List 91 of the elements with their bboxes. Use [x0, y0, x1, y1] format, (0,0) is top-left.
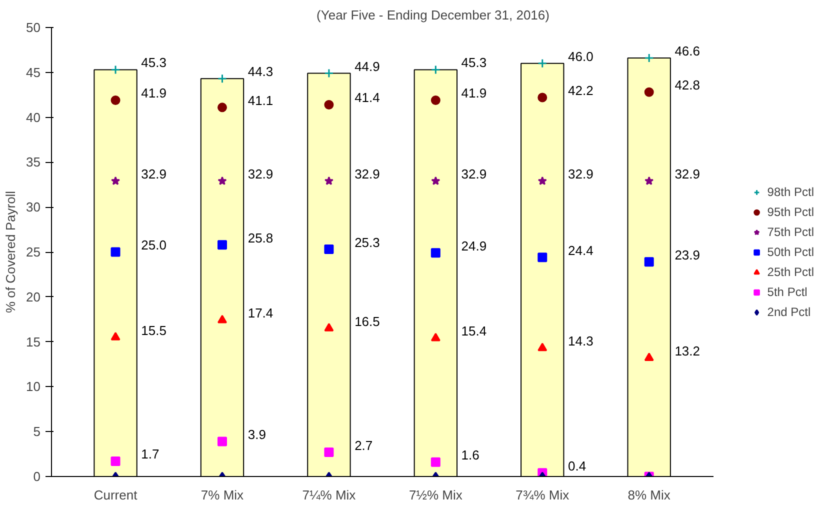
y-tick-label: 20 [26, 289, 41, 304]
y-tick-label: 30 [26, 200, 41, 215]
legend-label: 95th Pctl [767, 204, 814, 218]
point [110, 247, 120, 257]
point [324, 322, 334, 332]
x-tick-label: 7¾% Mix [516, 488, 570, 502]
point [644, 257, 654, 267]
y-tick-label: 10 [26, 379, 41, 394]
data-label: 0.4 [568, 458, 586, 474]
data-label: 41.4 [354, 90, 380, 106]
data-label: 46.0 [568, 48, 594, 64]
data-label: 41.9 [141, 86, 166, 101]
point [217, 314, 227, 324]
data-label: 23.9 [674, 247, 700, 262]
data-label: 15.5 [141, 322, 166, 338]
point [110, 64, 120, 74]
data-label: 42.2 [568, 83, 594, 98]
point [324, 68, 334, 78]
data-label: 45.3 [461, 55, 487, 70]
y-tick-label: 5 [33, 424, 41, 440]
point [538, 176, 547, 186]
y-tick-label: 40 [26, 110, 41, 125]
legend-label: 75th Pctl [767, 224, 814, 238]
legend-label: 25th Pctl [767, 264, 814, 278]
legend-label: 50th Pctl [767, 244, 814, 258]
data-label: 24.9 [461, 238, 487, 254]
point [538, 252, 548, 262]
data-label: 14.3 [568, 334, 594, 349]
y-tick-label: 50 [26, 20, 41, 35]
point [110, 176, 120, 186]
point [431, 176, 440, 186]
x-tick-label: 7% Mix [200, 488, 244, 502]
point [324, 176, 334, 186]
y-tick-label: 25 [26, 244, 41, 260]
data-label: 44.9 [354, 58, 380, 74]
point [430, 95, 440, 105]
data-label: 15.4 [461, 324, 487, 339]
point [324, 100, 334, 110]
data-label: 1.6 [461, 448, 480, 463]
data-label: 32.9 [248, 166, 274, 182]
point [217, 102, 227, 112]
data-label: 17.4 [248, 306, 274, 321]
data-label: 42.8 [674, 78, 700, 93]
point [110, 332, 120, 340]
point [217, 74, 227, 84]
point [430, 64, 440, 74]
point [644, 352, 654, 362]
y-tick-label: 15 [26, 334, 41, 350]
x-tick-label: 7¼% Mix [302, 488, 356, 502]
data-label: 41.1 [248, 92, 274, 108]
data-label: 16.5 [354, 314, 380, 329]
point [218, 176, 227, 186]
point [538, 342, 548, 352]
legend-label: 2nd Pctl [767, 304, 811, 318]
data-label: 13.2 [674, 343, 700, 358]
data-label: 25.0 [141, 238, 166, 252]
legend-label: 98th Pctl [767, 184, 814, 198]
data-label: 3.9 [248, 426, 266, 442]
x-tick-label: 7½% Mix [408, 488, 463, 502]
x-tick-label: Current [94, 488, 138, 502]
point [538, 92, 548, 102]
data-label: 45.3 [141, 55, 166, 70]
data-label: 32.9 [354, 166, 380, 182]
y-axis-title: % of Covered Payroll [3, 190, 18, 314]
point [324, 244, 334, 254]
y-tick-label: 35 [26, 154, 41, 170]
data-label: 32.9 [461, 166, 487, 182]
point [430, 248, 440, 258]
chart-title: (Year Five - Ending December 31, 2016) [316, 8, 550, 22]
legend-label: 5th Pctl [767, 284, 808, 298]
y-tick-label: 45 [26, 64, 41, 80]
data-label: 25.8 [248, 230, 274, 246]
x-tick-label: 8% Mix [628, 488, 671, 502]
y-tick-label: 0 [33, 469, 41, 484]
point [430, 332, 440, 342]
point [217, 240, 227, 250]
data-label: 44.3 [248, 64, 274, 80]
point [110, 95, 120, 105]
data-label: 32.9 [674, 166, 700, 182]
data-label: 32.9 [568, 166, 594, 182]
data-label: 25.3 [354, 234, 380, 250]
data-label: 41.9 [461, 86, 487, 101]
data-label: 24.4 [568, 242, 594, 258]
point [644, 53, 654, 63]
data-label: 1.7 [141, 446, 160, 462]
data-label: 2.7 [354, 438, 373, 453]
point [644, 87, 654, 97]
data-label: 46.6 [674, 44, 700, 59]
point [538, 58, 548, 68]
point [644, 176, 654, 186]
data-label: 32.9 [141, 166, 166, 182]
